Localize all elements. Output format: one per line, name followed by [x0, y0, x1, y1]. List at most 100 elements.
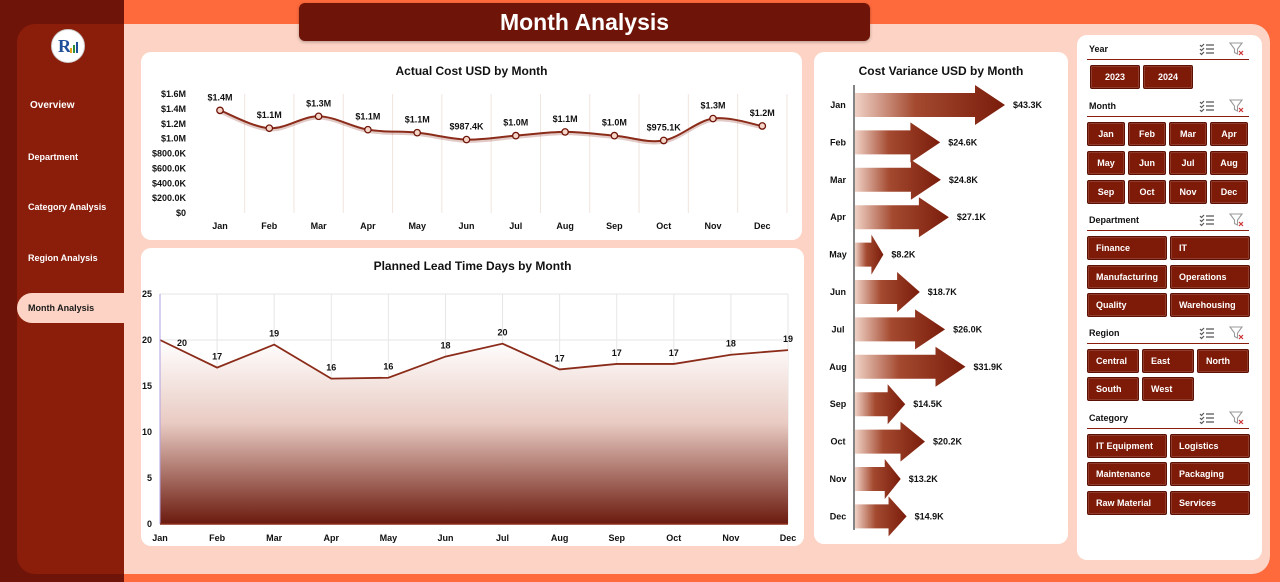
slicer-year-2024[interactable]: 2024 — [1143, 65, 1193, 89]
cost-data-label: $1.3M — [700, 101, 725, 111]
variance-y-tick: Sep — [830, 399, 847, 409]
multi-select-icon[interactable] — [1199, 99, 1215, 113]
cost-y-tick: $1.0M — [161, 134, 186, 144]
cost-x-tick: Aug — [556, 221, 574, 231]
category-slicer-title: Category — [1089, 413, 1129, 423]
variance-arrow-bar — [855, 122, 941, 163]
slicer-year-2023[interactable]: 2023 — [1090, 65, 1140, 89]
slicer-month-mar[interactable]: Mar — [1169, 122, 1207, 146]
slicer-region-central[interactable]: Central — [1087, 349, 1139, 373]
lead-x-tick: Aug — [551, 533, 569, 543]
variance-arrow-bar — [855, 234, 884, 275]
month-slicer-title: Month — [1089, 101, 1116, 111]
slicer-dept-quality[interactable]: Quality — [1087, 293, 1167, 317]
slicer-category-it-equipment[interactable]: IT Equipment — [1087, 434, 1167, 458]
cost-variance-chart: Jan $43.3K Feb $24.6K Mar $24.8K Apr $27.1K May $… — [829, 85, 1043, 537]
cost-data-label: $1.1M — [405, 115, 430, 125]
slicer-month-jan[interactable]: Jan — [1087, 122, 1125, 146]
slicer-month-apr[interactable]: Apr — [1210, 122, 1248, 146]
nav-region-analysis[interactable]: Region Analysis — [28, 253, 98, 263]
company-logo: R — [51, 29, 85, 63]
cost-data-label: $1.2M — [750, 108, 775, 118]
lead-area-fill — [160, 340, 788, 524]
lead-x-tick: Nov — [722, 533, 739, 543]
nav-department[interactable]: Department — [28, 152, 79, 162]
variance-data-label: $8.2K — [891, 250, 916, 260]
slicer-month-sep[interactable]: Sep — [1087, 180, 1125, 204]
variance-data-label: $13.2K — [909, 474, 939, 484]
slicer-dept-operations[interactable]: Operations — [1170, 265, 1250, 289]
clear-filter-icon[interactable] — [1229, 99, 1245, 113]
lead-x-tick: Feb — [209, 533, 226, 543]
lead-data-label: 17 — [612, 348, 622, 358]
cost-point — [216, 106, 224, 115]
slicer-category-packaging[interactable]: Packaging — [1170, 462, 1250, 486]
slicer-dept-it[interactable]: IT — [1170, 236, 1250, 260]
cost-x-tick: Mar — [311, 221, 328, 231]
multi-select-icon[interactable] — [1199, 411, 1215, 425]
slicer-dept-manufacturing[interactable]: Manufacturing — [1087, 265, 1167, 289]
cost-x-tick: Jul — [509, 221, 522, 231]
slicer-dept-warehousing[interactable]: Warehousing — [1170, 293, 1250, 317]
cost-point — [511, 131, 520, 140]
clear-filter-icon[interactable] — [1229, 326, 1245, 340]
slicer-month-feb[interactable]: Feb — [1128, 122, 1166, 146]
cost-data-label: $1.0M — [503, 118, 528, 128]
multi-select-icon[interactable] — [1199, 326, 1215, 340]
cost-point — [314, 112, 323, 121]
variance-data-label: $24.8K — [949, 175, 979, 185]
lead-y-tick: 20 — [142, 335, 152, 345]
cost-data-label: $1.1M — [257, 110, 282, 120]
lead-data-label: 18 — [726, 339, 736, 349]
slicer-month-jul[interactable]: Jul — [1169, 151, 1207, 175]
cost-x-tick: Apr — [360, 221, 376, 231]
cost-data-label: $975.1K — [647, 122, 682, 132]
cost-x-tick: Sep — [606, 221, 623, 231]
slicer-month-may[interactable]: May — [1087, 151, 1125, 175]
lead-y-tick: 5 — [147, 473, 152, 483]
lead-y-tick: 25 — [142, 289, 152, 299]
multi-select-icon[interactable] — [1199, 213, 1215, 227]
region-slicer-header: Region — [1087, 324, 1249, 344]
slicer-month-oct[interactable]: Oct — [1128, 180, 1166, 204]
actual-cost-title: Actual Cost USD by Month — [395, 64, 548, 78]
slicer-month-jun[interactable]: Jun — [1128, 151, 1166, 175]
clear-filter-icon[interactable] — [1229, 213, 1245, 227]
variance-arrow-bar — [855, 272, 920, 312]
variance-arrow-bar — [855, 459, 901, 499]
cost-point — [561, 128, 569, 136]
lead-x-tick: Mar — [266, 533, 283, 543]
cost-point — [709, 114, 717, 123]
slicer-month-dec[interactable]: Dec — [1210, 180, 1248, 204]
clear-filter-icon[interactable] — [1229, 42, 1245, 56]
slicer-category-raw-material[interactable]: Raw Material — [1087, 491, 1167, 515]
nav-overview[interactable]: Overview — [30, 100, 75, 111]
multi-select-icon[interactable] — [1199, 42, 1215, 56]
cost-variance-title: Cost Variance USD by Month — [858, 64, 1024, 78]
cost-data-label: $1.0M — [602, 118, 627, 128]
slicer-region-north[interactable]: North — [1197, 349, 1249, 373]
lead-data-label: 19 — [783, 334, 793, 344]
actual-cost-chart: $0 $200.0K $400.0K $600.0K $800.0K $1.0M $1.2M… — [152, 89, 788, 231]
variance-arrow-bar — [855, 346, 966, 387]
nav-category-analysis[interactable]: Category Analysis — [28, 202, 107, 212]
lead-y-tick: 15 — [142, 381, 152, 391]
variance-y-tick: Nov — [829, 474, 846, 484]
slicer-region-east[interactable]: East — [1142, 349, 1194, 373]
slicer-category-services[interactable]: Services — [1170, 491, 1250, 515]
slicer-dept-finance[interactable]: Finance — [1087, 236, 1167, 260]
cost-y-tick: $0 — [176, 208, 186, 218]
variance-y-tick: Jun — [830, 287, 846, 297]
clear-filter-icon[interactable] — [1229, 411, 1245, 425]
nav-month-analysis[interactable]: Month Analysis — [28, 303, 95, 313]
lead-data-label: 17 — [555, 353, 565, 363]
variance-arrow-bar — [855, 421, 925, 462]
slicer-region-west[interactable]: West — [1142, 377, 1194, 401]
cost-data-label: $987.4K — [449, 122, 484, 132]
slicer-month-aug[interactable]: Aug — [1210, 151, 1248, 175]
slicer-category-maintenance[interactable]: Maintenance — [1087, 462, 1167, 486]
slicer-month-nov[interactable]: Nov — [1169, 180, 1207, 204]
slicer-region-south[interactable]: South — [1087, 377, 1139, 401]
variance-data-label: $14.5K — [913, 399, 943, 409]
slicer-category-logistics[interactable]: Logistics — [1170, 434, 1250, 458]
